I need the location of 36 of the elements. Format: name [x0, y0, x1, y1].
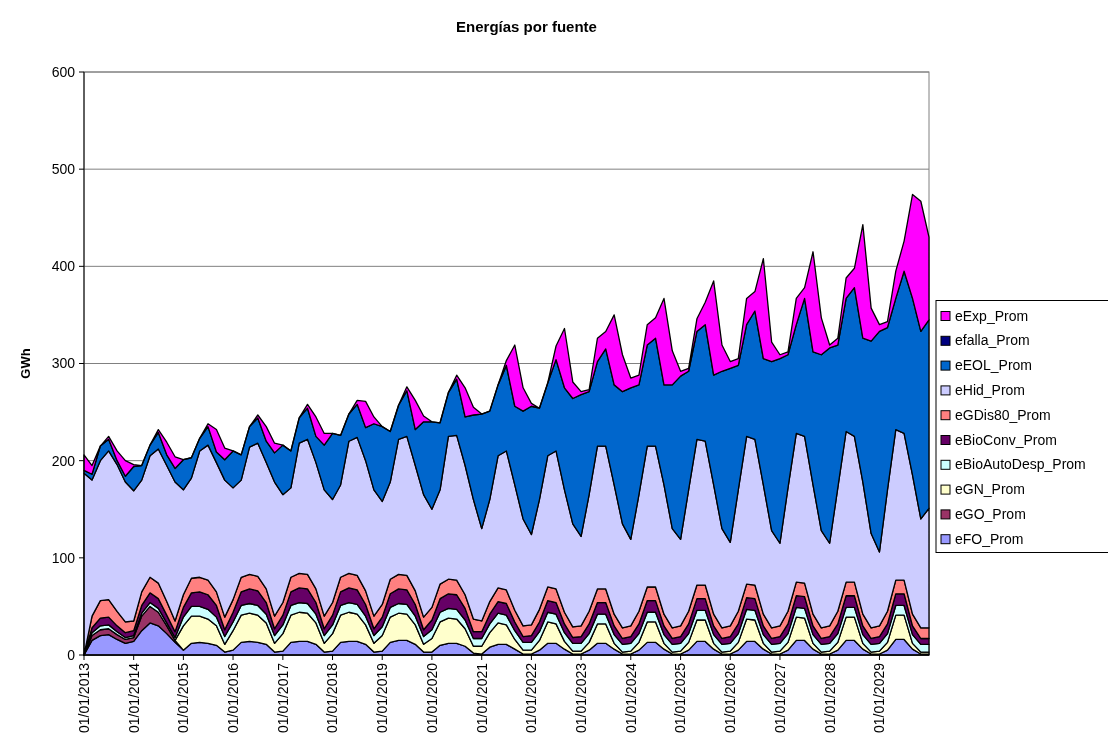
y-axis-title: GWh — [18, 348, 33, 379]
x-tick-label: 01/01/2014 — [125, 662, 142, 734]
x-tick-label: 01/01/2016 — [224, 662, 241, 734]
legend-label: eHid_Prom — [955, 381, 1026, 398]
y-tick-label: 500 — [51, 161, 76, 178]
x-tick-label: 01/01/2015 — [175, 662, 192, 734]
legend-label: eGN_Prom — [955, 481, 1026, 498]
legend-label: eBioConv_Prom — [955, 431, 1057, 448]
legend-label: eExp_Prom — [955, 307, 1029, 324]
x-tick-label: 01/01/2027 — [771, 662, 788, 734]
x-tick-label: 01/01/2018 — [324, 662, 341, 734]
x-tick-label: 01/01/2021 — [473, 662, 490, 734]
y-tick-label: 100 — [51, 549, 76, 566]
x-tick-label: 01/01/2028 — [821, 662, 838, 734]
y-tick-label: 300 — [51, 355, 76, 372]
legend-label: eGDis80_Prom — [955, 406, 1051, 423]
y-tick-label: 200 — [51, 452, 76, 469]
chart-title: Energías por fuente — [456, 18, 597, 35]
legend-label: eBioAutoDesp_Prom — [955, 456, 1086, 473]
legend-label: eFO_Prom — [955, 530, 1024, 547]
y-tick-label: 600 — [51, 63, 76, 80]
legend-label: efalla_Prom — [955, 332, 1030, 349]
legend-label: eGO_Prom — [955, 505, 1026, 522]
x-tick-label: 01/01/2025 — [672, 662, 689, 734]
y-tick-label: 0 — [67, 646, 76, 663]
y-tick-label: 400 — [51, 258, 76, 275]
x-tick-label: 01/01/2013 — [75, 662, 92, 734]
x-tick-label: 01/01/2022 — [523, 662, 540, 734]
x-tick-label: 01/01/2017 — [274, 662, 291, 734]
legend-label: eEOL_Prom — [955, 357, 1033, 374]
x-tick-label: 01/01/2029 — [871, 662, 888, 734]
x-tick-label: 01/01/2019 — [374, 662, 391, 734]
x-tick-label: 01/01/2026 — [722, 662, 739, 734]
x-tick-label: 01/01/2024 — [622, 662, 639, 734]
x-tick-label: 01/01/2020 — [423, 662, 440, 734]
x-tick-label: 01/01/2023 — [572, 662, 589, 734]
